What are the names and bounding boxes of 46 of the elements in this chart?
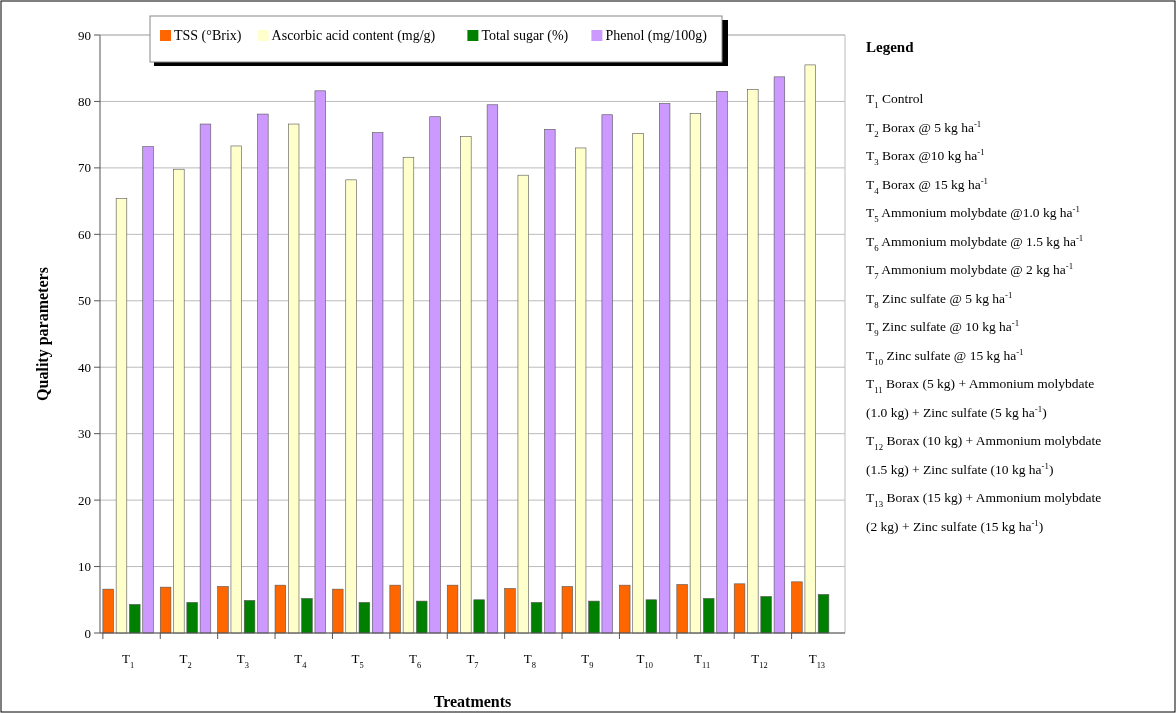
text: T$_{3}$ Borax @10 kg ha$^{-1}$ bbox=[866, 147, 985, 167]
y-tick-label: 10 bbox=[78, 559, 91, 575]
y-tick-label: 90 bbox=[78, 27, 91, 43]
x-tick-label: T$_{2}$ bbox=[179, 651, 192, 670]
legend-label: Ascorbic acid content (mg/g) bbox=[271, 28, 436, 44]
x-axis-title: Treatments bbox=[433, 693, 512, 710]
y-axis-title: Quality parameters bbox=[34, 267, 52, 401]
x-tick-label: T$_{1}$ bbox=[122, 651, 135, 670]
text: T$_{11}$ Borax (5 kg) + Ammonium molybdate bbox=[866, 376, 1095, 395]
x-tick-label: T$_{10}$ bbox=[636, 651, 653, 670]
x-tick-label: T$_{13}$ bbox=[808, 651, 826, 670]
text: T$_{4}$ Borax @ 15 kg ha$^{-1}$ bbox=[866, 175, 988, 196]
legend-label: Total sugar (%) bbox=[481, 28, 569, 44]
text: (2 kg) + Zinc sulfate (15 kg ha$^{-1}$) bbox=[866, 517, 1044, 534]
text: T$_{10}$ Zinc sulfate @ 15 kg ha$^{-1}$ bbox=[866, 346, 1024, 367]
x-tick-label: T$_{7}$ bbox=[466, 651, 479, 670]
x-tick-label: T$_{5}$ bbox=[351, 651, 364, 670]
text: T$_{7}$ Ammonium molybdate @ 2 kg ha$^{-1}$ bbox=[866, 261, 1074, 281]
y-tick-label: 40 bbox=[78, 359, 91, 375]
x-tick-label: T$_{9}$ bbox=[581, 651, 594, 670]
text: T$_{5}$ Ammonium molybdate @1.0 kg ha$^{-1}$ bbox=[866, 204, 1080, 224]
text: T$_{8}$ Zinc sulfate @ 5 kg ha$^{-1}$ bbox=[866, 289, 1013, 310]
y-tick-label: 0 bbox=[84, 625, 91, 641]
text: (1.5 kg) + Zinc sulfate (10 kg ha$^{-1}$) bbox=[866, 460, 1054, 477]
y-tick-label: 30 bbox=[78, 426, 91, 442]
text: T$_{9}$ Zinc sulfate @ 10 kg ha$^{-1}$ bbox=[866, 318, 1020, 338]
text: (1.0 kg) + Zinc sulfate (5 kg ha$^{-1}$) bbox=[866, 403, 1047, 420]
text: T$_{2}$ Borax @ 5 kg ha$^{-1}$ bbox=[866, 118, 982, 139]
y-tick-label: 80 bbox=[78, 93, 91, 109]
text: T$_{1}$ Control bbox=[866, 91, 924, 110]
text: T$_{13}$ Borax (15 kg) + Ammonium molybdate bbox=[866, 490, 1102, 509]
text: T$_{12}$ Borax (10 kg) + Ammonium molybdate bbox=[866, 433, 1102, 452]
x-tick-label: T$_{11}$ bbox=[694, 651, 711, 670]
x-tick-label: T$_{4}$ bbox=[294, 651, 308, 670]
legend-label: Phenol (mg/100g) bbox=[605, 28, 708, 44]
y-tick-label: 20 bbox=[78, 492, 91, 508]
x-tick-label: T$_{3}$ bbox=[236, 651, 249, 670]
text: Legend bbox=[866, 39, 915, 55]
x-tick-label: T$_{8}$ bbox=[523, 651, 536, 670]
y-tick-label: 60 bbox=[78, 226, 91, 242]
legend-label: TSS (°Brix) bbox=[174, 28, 242, 44]
y-tick-label: 70 bbox=[78, 160, 91, 176]
y-tick-label: 50 bbox=[78, 293, 91, 309]
x-tick-label: T$_{6}$ bbox=[409, 651, 422, 670]
text: T$_{6}$ Ammonium molybdate @ 1.5 kg ha$^{-1}$ bbox=[866, 232, 1084, 253]
x-tick-label: T$_{12}$ bbox=[751, 651, 768, 670]
